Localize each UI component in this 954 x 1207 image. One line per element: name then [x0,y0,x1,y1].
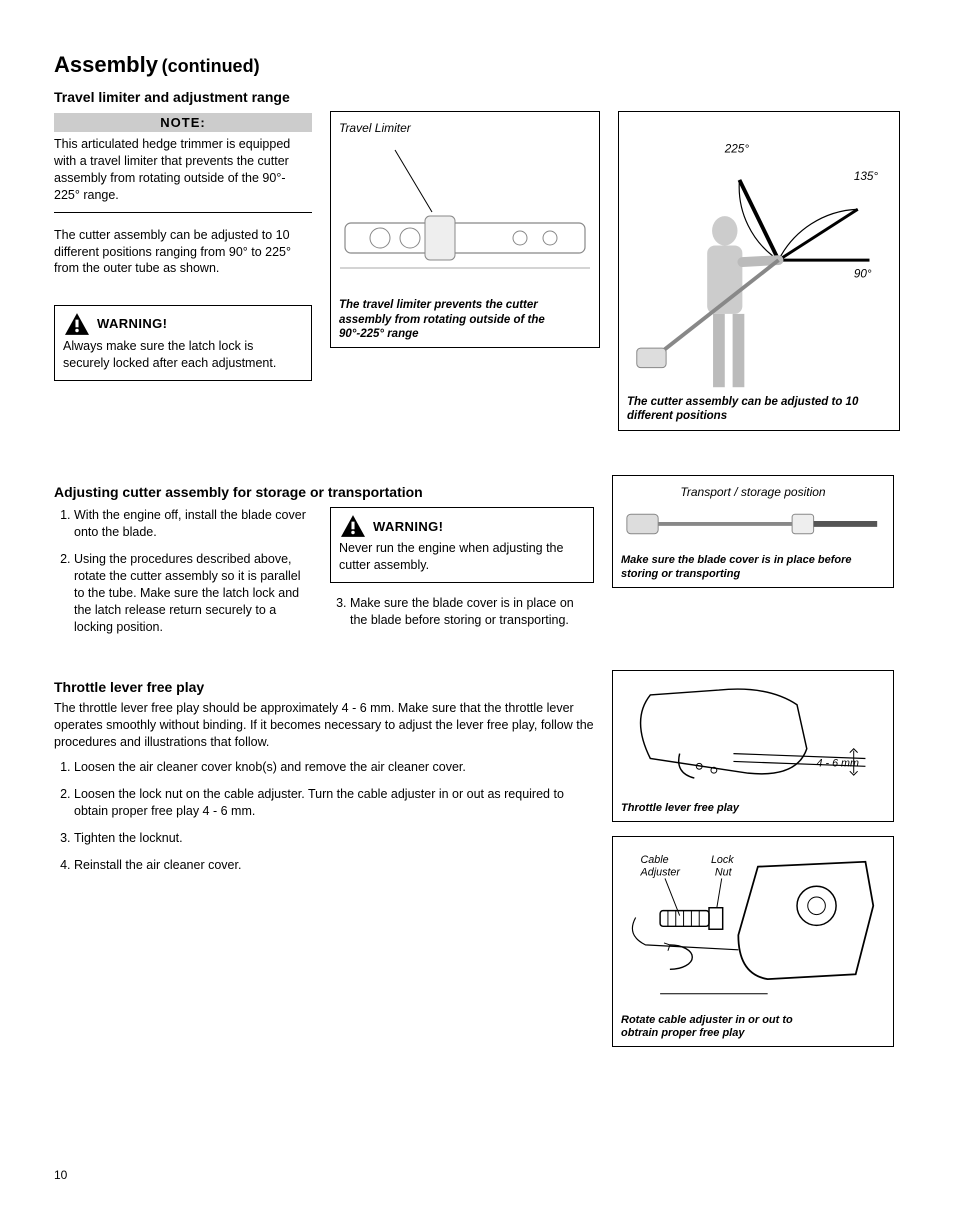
figure-cable-adjuster: Cable Adjuster Lock Nut [612,836,894,1047]
angle-diagram: 225° 135° 90° [627,120,891,410]
warning-box-1: WARNING! Always make sure the latch lock… [54,305,312,381]
travel-limiter-callout: Travel Limiter [339,120,591,136]
freeplay-dim-label: 4 - 6 mm [817,757,859,769]
warning-icon [63,312,91,336]
section2-heading: Adjusting cutter assembly for storage or… [54,483,594,502]
figure-transport-position: Transport / storage position Make sure t… [612,475,894,588]
warning-body: Always make sure the latch lock is secur… [63,338,303,372]
section3-heading: Throttle lever free play [54,678,594,697]
travel-limiter-caption: The travel limiter prevents the cutter a… [339,298,591,341]
section2-list-b: Make sure the blade cover is in place on… [330,595,594,629]
section1-columns: NOTE: This articulated hedge trimmer is … [54,111,900,431]
page-header: Assembly (continued) [54,50,900,80]
section1-col-mid: Travel Limiter The travel limiter preven… [330,111,600,431]
note-header: NOTE: [54,113,312,133]
section2-step1: With the engine off, install the blade c… [74,507,312,541]
section3-step4: Reinstall the air cleaner cover. [74,857,594,874]
section3-para: The throttle lever free play should be a… [54,700,594,751]
section1-col-right: 225° 135° 90° The cutter assembly can be… [618,111,900,431]
svg-text:Adjuster: Adjuster [640,867,681,879]
figure-travel-limiter: Travel Limiter The travel limiter preven… [330,111,600,349]
section3-step3: Tighten the locknut. [74,830,594,847]
section3-step1: Loosen the air cleaner cover knob(s) and… [74,759,594,776]
svg-text:Nut: Nut [715,867,733,879]
page-title-continued: (continued) [162,56,260,76]
angle-caption: The cutter assembly can be adjusted to 1… [627,395,891,424]
warning-box-2: WARNING! Never run the engine when adjus… [330,507,594,583]
angle-135-label: 135° [854,170,879,183]
warning2-title: WARNING! [373,518,443,536]
throttle-caption: Throttle lever free play [621,802,885,815]
section1-col-left: NOTE: This articulated hedge trimmer is … [54,111,312,431]
figure-angle-positions: 225° 135° 90° The cutter assembly can be… [618,111,900,431]
travel-limiter-diagram [339,138,591,288]
warning-icon [339,514,367,538]
warning2-body: Never run the engine when adjusting the … [339,540,585,574]
transport-callout: Transport / storage position [621,484,885,500]
lock-nut-label: Lock [711,854,734,866]
angle-90-label: 90° [854,267,872,280]
section3: Throttle lever free play The throttle le… [54,670,900,1048]
transport-caption: Make sure the blade cover is in place be… [621,554,885,580]
section2: Adjusting cutter assembly for storage or… [54,475,900,646]
cable-adjuster-diagram: Cable Adjuster Lock Nut [621,845,885,1035]
figure-throttle-freeplay: 4 - 6 mm Throttle lever free play [612,670,894,823]
section2-col-left: With the engine off, install the blade c… [54,507,312,645]
cable-adjuster-label: Cable [641,854,669,866]
section2-list-a: With the engine off, install the blade c… [54,507,312,635]
section3-step2: Loosen the lock nut on the cable adjuste… [74,786,594,820]
warning-header: WARNING! [63,312,303,336]
throttle-diagram: 4 - 6 mm [621,679,885,794]
section2-step3: Make sure the blade cover is in place on… [350,595,594,629]
section3-list: Loosen the air cleaner cover knob(s) and… [54,759,594,873]
page-title: Assembly [54,52,158,77]
warning2-header: WARNING! [339,514,585,538]
warning-title: WARNING! [97,315,167,333]
section1-paragraph: The cutter assembly can be adjusted to 1… [54,227,312,278]
section3-left: Throttle lever free play The throttle le… [54,670,594,1048]
page-number: 10 [54,1167,67,1183]
note-body: This articulated hedge trimmer is equipp… [54,132,312,213]
section2-col-mid: WARNING! Never run the engine when adjus… [330,507,594,645]
section1-heading: Travel limiter and adjustment range [54,88,900,107]
angle-225-label: 225° [724,142,750,155]
section2-col-right: Transport / storage position Make sure t… [612,475,894,646]
section2-left-wrapper: Adjusting cutter assembly for storage or… [54,475,594,646]
section3-right: 4 - 6 mm Throttle lever free play Cable … [612,670,894,1048]
section2-step2: Using the procedures described above, ro… [74,551,312,635]
transport-diagram [621,500,885,546]
